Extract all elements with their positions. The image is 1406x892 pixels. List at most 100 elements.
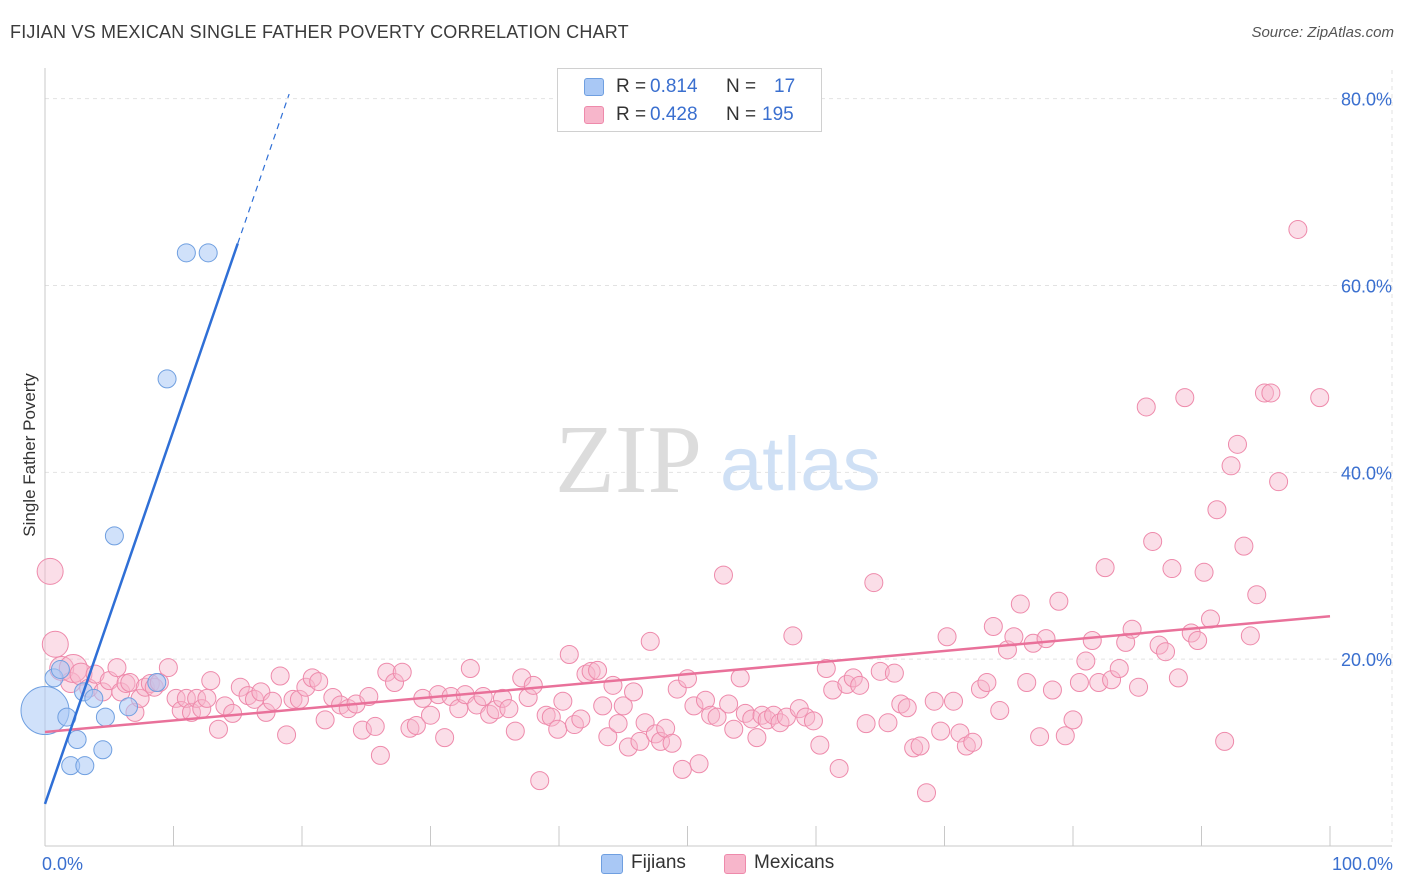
stats-legend: R = 0.814 N = 17 R = 0.428 N = 195 [557, 68, 822, 132]
mexican-point [977, 673, 997, 693]
fijian-trendline-extension [237, 93, 290, 244]
mexican-point [1175, 388, 1195, 408]
mexican-point [1143, 531, 1163, 551]
mexican-point [302, 668, 322, 688]
mexican-point [1247, 585, 1267, 605]
mexican-point [1036, 629, 1056, 649]
mexican-point [956, 736, 976, 756]
mexican-point [512, 668, 532, 688]
axes [44, 68, 1392, 847]
mexican-point [359, 687, 379, 707]
mexican-point [983, 616, 1003, 636]
y-tick-label: 60.0% [1341, 277, 1392, 297]
mexican-point [1042, 680, 1062, 700]
mexican-point [201, 671, 221, 691]
mexican-point [1069, 673, 1089, 693]
y-tick-label: 40.0% [1341, 463, 1392, 483]
mexican-point [1310, 388, 1330, 408]
mexican-point [618, 737, 638, 757]
mexican-point [856, 714, 876, 734]
mexican-point [1207, 500, 1227, 520]
gridlines [45, 70, 1393, 846]
legend-row-fijians: R = 0.814 N = 17 [558, 72, 821, 100]
mexican-point [630, 731, 650, 751]
series-legend: Fijians Mexicans [0, 852, 1406, 878]
mexican-point [990, 701, 1010, 721]
mexican-point [499, 699, 519, 719]
legend-r-value: 0.814 [650, 76, 698, 97]
legend-label-fijians: Fijians [631, 852, 686, 873]
legend-n-label: N = [726, 76, 757, 97]
watermark-zip: ZIP [555, 406, 702, 514]
mexican-point [701, 705, 721, 725]
mexican-point [352, 720, 372, 740]
mexican-point [843, 668, 863, 688]
mexican-point [1049, 591, 1069, 611]
mexican-point [1076, 651, 1096, 671]
y-tick-label: 20.0% [1341, 650, 1392, 670]
mexican-point [719, 694, 739, 714]
mexican-point [523, 675, 543, 695]
mexican-point [1030, 727, 1050, 747]
mexican-point [492, 688, 512, 708]
chart-title: FIJIAN VS MEXICAN SINGLE FATHER POVERTY … [10, 22, 629, 42]
mexican-point [36, 557, 64, 585]
fijian-point [157, 369, 177, 389]
fijian-trendline [43, 243, 239, 805]
mexican-point [897, 698, 917, 718]
mexican-point [158, 658, 178, 678]
mexican-point [315, 710, 335, 730]
legend-n-value: 195 [762, 104, 794, 125]
mexican-point [963, 732, 983, 752]
mexican-point [262, 691, 282, 711]
mexican-point [548, 719, 568, 739]
mexican-point [1168, 668, 1188, 688]
mexican-point [1063, 710, 1083, 730]
mexican-point [684, 696, 704, 716]
mexican-point [230, 677, 250, 697]
mexican-point [1055, 726, 1075, 746]
mexican-point [823, 680, 843, 700]
mexican-point [370, 745, 390, 765]
mexican-point [829, 758, 849, 778]
legend-label-mexicans: Mexicans [754, 852, 835, 873]
mexican-point [695, 690, 715, 710]
mexican-point [541, 707, 561, 727]
fijian-point [104, 526, 124, 546]
mexican-point [166, 688, 186, 708]
legend-swatch-mexicans [724, 854, 746, 874]
mexican-trendline [44, 614, 1331, 734]
fijian-point [67, 730, 87, 750]
mexican-point [707, 707, 727, 727]
mexican-point [724, 719, 744, 739]
mexican-point [640, 631, 660, 651]
mexican-point [742, 709, 762, 729]
mexican-point [270, 666, 290, 686]
tick-labels: 20.0% 40.0% 60.0% 80.0% 0.0% 100.0% [42, 90, 1393, 874]
mexican-point [931, 721, 951, 741]
legend-r-value: 0.428 [650, 104, 698, 125]
mexican-point [783, 626, 803, 646]
mexican-point [1194, 562, 1214, 582]
mexican-point [1188, 630, 1208, 650]
mexican-point [613, 696, 633, 716]
mexican-point [864, 573, 884, 593]
mexican-point [891, 694, 911, 714]
mexican-point [1288, 219, 1308, 239]
x-tick-label: 0.0% [42, 854, 83, 874]
fijian-point [176, 243, 196, 263]
mexican-point [1010, 594, 1030, 614]
mexican-point [406, 715, 426, 735]
mexican-point [1017, 673, 1037, 693]
mexican-point [1227, 434, 1247, 454]
mexican-point [1095, 558, 1115, 578]
mexican-point [1221, 456, 1241, 476]
mexican-point [1269, 472, 1289, 492]
mexican-point [460, 659, 480, 679]
mexican-point [588, 660, 608, 680]
fijian-point [95, 707, 115, 727]
mexican-point [878, 713, 898, 733]
fijian-points [20, 243, 218, 776]
fijian-point [50, 659, 70, 679]
